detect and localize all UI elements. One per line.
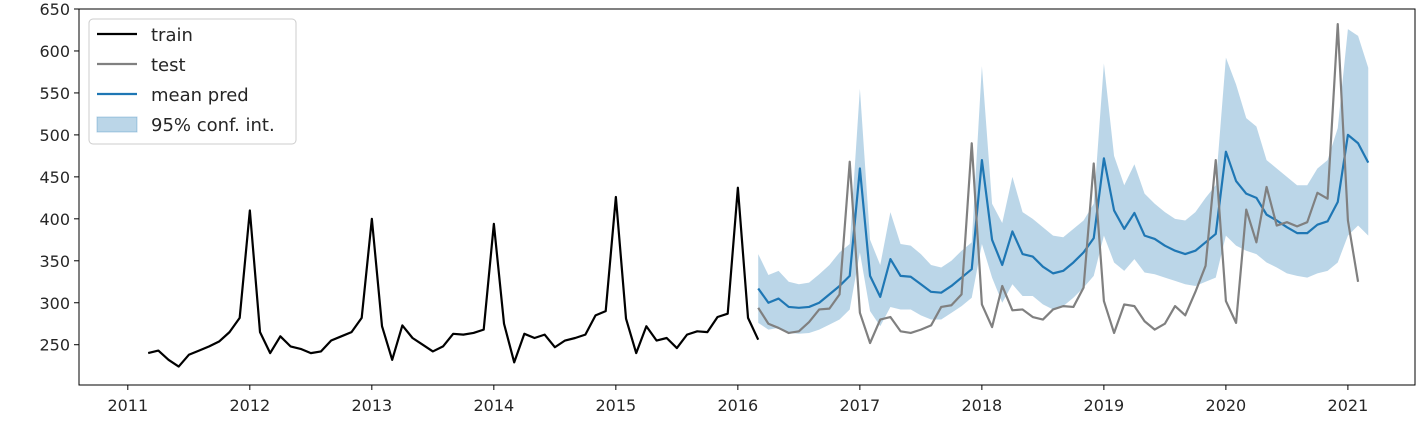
x-tick-label: 2021 xyxy=(1328,396,1369,415)
y-tick-label: 550 xyxy=(39,84,70,103)
legend-swatch-conf-int xyxy=(96,116,138,133)
legend-label-train: train xyxy=(151,25,193,46)
y-tick-label: 250 xyxy=(39,336,70,355)
y-tick-label: 650 xyxy=(39,0,70,19)
x-tick-label: 2020 xyxy=(1206,396,1247,415)
y-tick-label: 350 xyxy=(39,252,70,271)
legend-label-test: test xyxy=(151,55,186,76)
series-lines-layer xyxy=(147,23,1370,368)
x-axis: 2011 2012 2013 2014 2015 2016 2017 2018 2019 2020… xyxy=(107,385,1368,415)
confidence-band xyxy=(758,29,1369,334)
legend-box xyxy=(88,18,297,145)
y-tick-label: 600 xyxy=(39,42,70,61)
x-tick-label: 2019 xyxy=(1084,396,1125,415)
plot-frame xyxy=(78,8,1416,386)
x-tick-label: 2011 xyxy=(107,396,148,415)
y-tick-label: 450 xyxy=(39,168,70,187)
test-line xyxy=(757,23,1360,345)
x-tick-label: 2015 xyxy=(595,396,636,415)
x-tick-label: 2012 xyxy=(229,396,270,415)
y-tick-label: 300 xyxy=(39,294,70,313)
y-tick-label: 500 xyxy=(39,126,70,145)
train-line xyxy=(147,186,760,368)
y-axis: 250 300 350 400 450 500 550 600 650 xyxy=(39,0,79,355)
x-tick-label: 2016 xyxy=(717,396,758,415)
mean-pred-line xyxy=(757,133,1370,309)
x-tick-label: 2017 xyxy=(839,396,880,415)
y-tick-label: 400 xyxy=(39,210,70,229)
x-tick-label: 2014 xyxy=(473,396,514,415)
x-tick-label: 2013 xyxy=(351,396,392,415)
x-tick-label: 2018 xyxy=(962,396,1003,415)
confidence-interval-layer xyxy=(758,29,1369,334)
legend-label-conf-int: 95% conf. int. xyxy=(151,115,275,136)
legend: train test mean pred 95% conf. int. xyxy=(88,18,297,145)
legend-label-mean-pred: mean pred xyxy=(151,85,249,106)
